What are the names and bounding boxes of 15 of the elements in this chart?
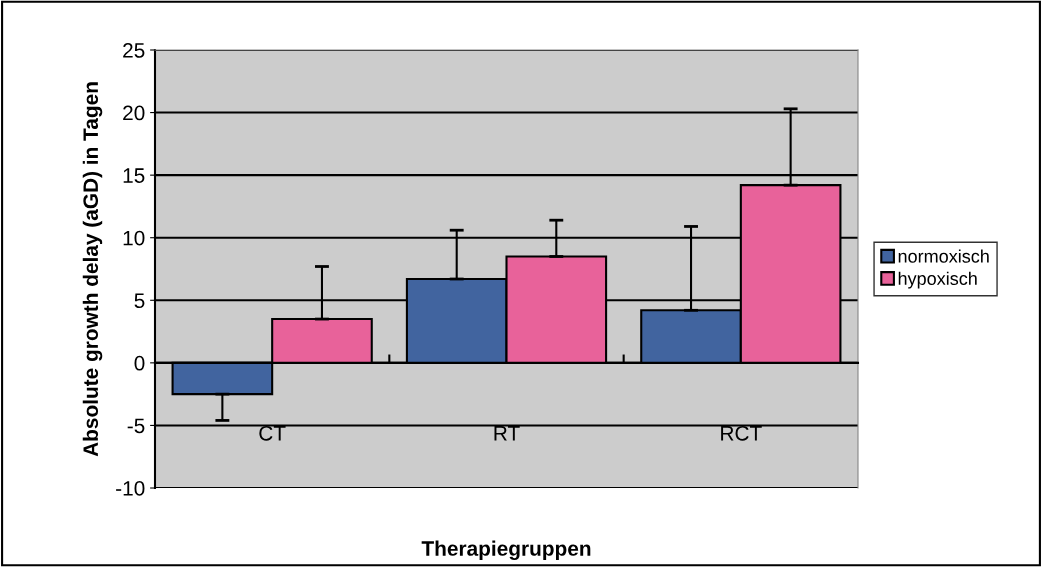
y-tick-label: 20 <box>123 105 145 121</box>
y-tick-label: 0 <box>134 355 145 371</box>
y-tick-label: 25 <box>123 43 145 58</box>
y-tick-label: 10 <box>123 230 145 246</box>
y-tick-label: -10 <box>116 481 145 496</box>
y-axis-title: Absolute growth delay (aGD) in Tagen <box>82 82 103 457</box>
legend-label: hypoxisch <box>898 271 977 289</box>
x-tick-label: RT <box>494 426 520 441</box>
x-tick-label: CT <box>259 425 286 441</box>
y-tick-label: -5 <box>127 418 145 434</box>
x-axis-title: Therapiegruppen <box>421 540 591 561</box>
x-tick-label: RCT <box>721 425 762 441</box>
legend-label: normoxisch <box>898 249 989 263</box>
y-tick-label: 15 <box>123 168 145 183</box>
y-tick-label: 5 <box>134 293 145 309</box>
